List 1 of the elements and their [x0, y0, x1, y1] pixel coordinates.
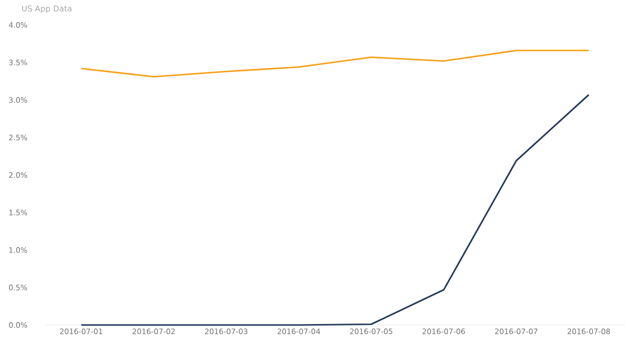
- line-series: [80, 50, 590, 78]
